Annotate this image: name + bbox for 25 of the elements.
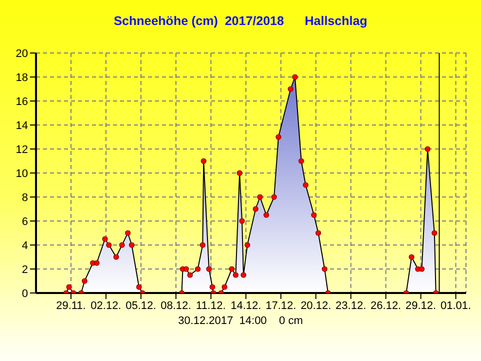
x-tick-label: 23.12. (336, 300, 366, 312)
y-tick-label: 18 (16, 72, 28, 84)
y-tick-label: 2 (22, 264, 28, 276)
y-tick-label: 10 (16, 168, 28, 180)
x-tick-label: 14.12. (230, 300, 262, 312)
x-tick-label: 29.11. (56, 300, 86, 312)
y-tick-label: 16 (16, 96, 28, 108)
chart-title: Schneehöhe (cm) 2017/2018 Hallschlag (112, 14, 368, 28)
x-tick-label: 11.12. (196, 300, 226, 312)
y-tick-label: 20 (16, 48, 28, 60)
y-tick-label: 4 (22, 240, 28, 252)
y-tick-label: 6 (22, 216, 28, 228)
x-tick-label: 17.12. (266, 300, 296, 312)
y-tick-label: 12 (16, 144, 28, 156)
y-tick-label: 0 (22, 288, 28, 300)
x-tick-label: 08.12. (160, 300, 192, 312)
y-tick-label: 14 (16, 120, 28, 132)
x-tick-label: 26.12. (370, 300, 402, 312)
x-tick-label: 29.12. (406, 300, 436, 312)
x-tick-label: 20.12. (300, 300, 332, 312)
text: 30.12.2017 14:00 0 cm (177, 315, 304, 327)
x-tick-label: 01.01. (440, 300, 472, 312)
y-tick-label: 8 (22, 192, 28, 204)
x-tick-label: 05.12. (126, 300, 156, 312)
x-tick-label: 02.12. (90, 300, 122, 312)
